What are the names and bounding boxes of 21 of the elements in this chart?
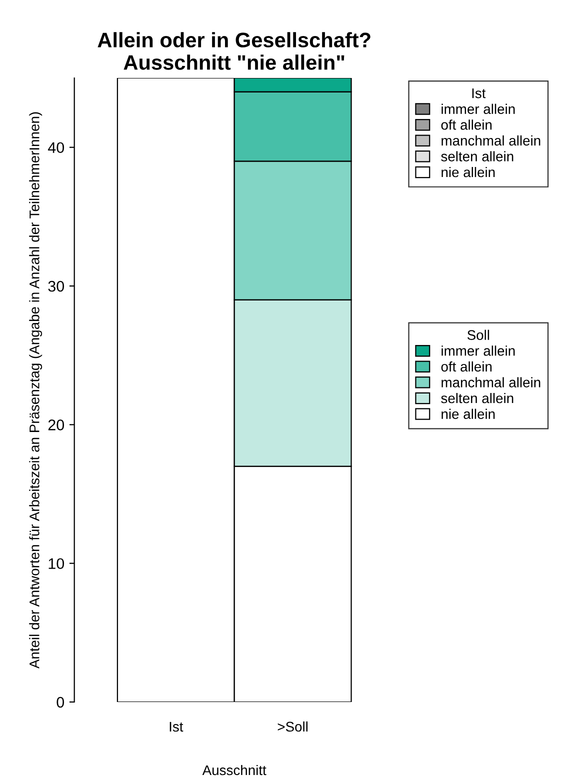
legend-title: Ist: [472, 88, 486, 98]
legend-label: oft allein: [441, 120, 492, 130]
legend-label: manchmal allein: [442, 377, 540, 388]
legend-label: selten allein: [441, 151, 514, 162]
x-tick-label: >Soll: [278, 721, 308, 732]
y-tick-label: 20: [48, 420, 64, 430]
legend-label: oft allein: [441, 361, 492, 372]
y-tick-label: 40: [48, 142, 64, 154]
y-tick-label: 0: [56, 696, 64, 708]
x-axis-title: Ausschnitt: [202, 764, 266, 776]
legend-label: nie allein: [442, 166, 495, 178]
legend-label: manchmal allein: [442, 135, 540, 146]
y-axis-title: Anteil der Antworten für Arbeitszeit an Präsenztag (Angabe in Anzahl der TeilnehmerInnen): [29, 112, 42, 669]
legend-label: selten allein: [441, 392, 514, 404]
legend-label: nie allein: [442, 408, 495, 419]
y-tick-label: 10: [48, 558, 64, 570]
chart-title: Allein oder in Gesellschaft? Ausschnitt "nie allein": [98, 32, 370, 70]
y-tick-label: 30: [48, 280, 64, 292]
text: Soll: [467, 330, 490, 340]
legend-label: immer allein: [442, 104, 515, 114]
legend-label: immer allein: [442, 346, 515, 356]
